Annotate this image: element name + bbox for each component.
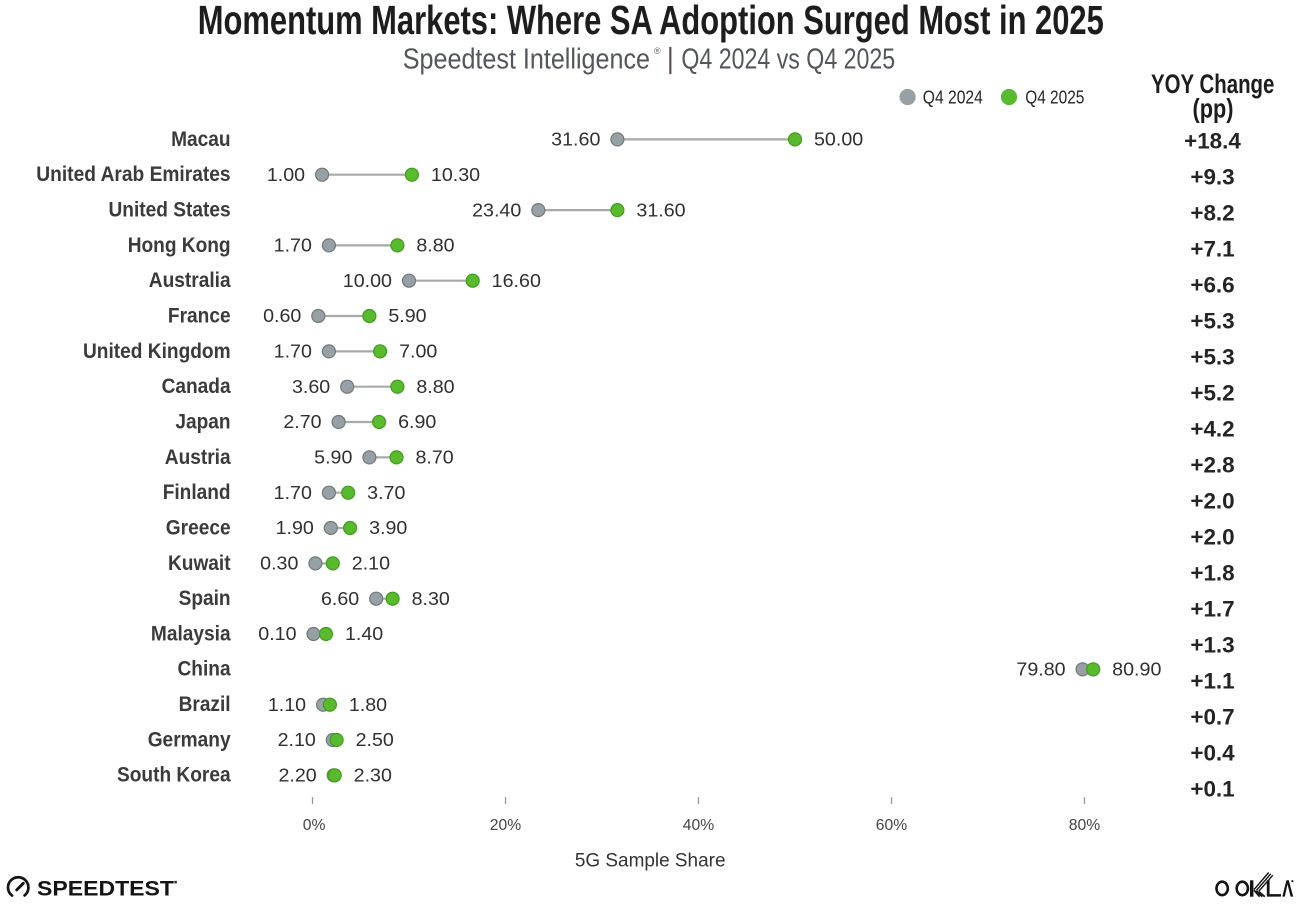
svg-text:Australia: Australia [149,269,231,292]
svg-text:Spain: Spain [179,587,231,610]
svg-text:6.90: 6.90 [398,412,436,432]
svg-text:Finland: Finland [163,481,231,504]
svg-text:+1.3: +1.3 [1190,633,1234,658]
svg-text:Germany: Germany [148,728,231,751]
svg-text:+9.3: +9.3 [1190,165,1234,190]
svg-text:+5.3: +5.3 [1190,309,1234,334]
svg-text:40%: 40% [683,817,714,834]
svg-text:2.10: 2.10 [278,730,316,750]
svg-text:United States: United States [109,199,231,222]
svg-text:France: France [168,304,231,327]
svg-text:Q4 2024: Q4 2024 [923,86,983,107]
svg-text:8.80: 8.80 [416,236,454,256]
svg-text:0.30: 0.30 [260,554,298,574]
svg-text:+2.0: +2.0 [1190,525,1234,550]
svg-text:7.00: 7.00 [399,342,437,362]
svg-text:+4.2: +4.2 [1190,417,1234,442]
svg-text:+0.4: +0.4 [1190,741,1235,766]
svg-text:(pp): (pp) [1193,93,1234,123]
svg-text:South Korea: South Korea [117,764,231,787]
svg-text:Canada: Canada [162,375,231,398]
svg-text:1.10: 1.10 [268,695,306,715]
svg-text:Hong Kong: Hong Kong [128,234,231,257]
svg-text:China: China [178,658,231,681]
svg-text:8.70: 8.70 [416,448,454,468]
svg-text:8.30: 8.30 [412,589,450,609]
svg-text:31.60: 31.60 [551,130,600,150]
svg-text:1.70: 1.70 [274,483,312,503]
svg-text:3.70: 3.70 [367,483,405,503]
svg-text:8.80: 8.80 [416,377,454,397]
svg-text:United Kingdom: United Kingdom [83,340,231,363]
svg-text:Kuwait: Kuwait [168,552,231,575]
svg-text:®: ® [654,46,661,57]
svg-text:0%: 0% [303,817,326,834]
svg-text:YOY Change: YOY Change [1151,69,1274,99]
svg-text:United Arab Emirates: United Arab Emirates [36,163,230,186]
svg-text:1.70: 1.70 [274,342,312,362]
svg-text:80.90: 80.90 [1112,660,1161,680]
svg-text:+0.1: +0.1 [1190,777,1234,802]
svg-text:50.00: 50.00 [814,130,863,150]
svg-text:60%: 60% [876,817,907,834]
svg-text:2.30: 2.30 [354,766,392,786]
svg-text:Macau: Macau [171,128,231,151]
svg-text:2.50: 2.50 [356,730,394,750]
svg-text:Q4 2024 vs Q4 2025: Q4 2024 vs Q4 2025 [681,44,895,76]
svg-text:1.40: 1.40 [345,624,383,644]
svg-text:6.60: 6.60 [321,589,359,609]
svg-text:+1.8: +1.8 [1190,561,1234,586]
svg-text:2.70: 2.70 [283,412,321,432]
svg-text:+5.3: +5.3 [1190,345,1234,370]
svg-text:2.20: 2.20 [279,766,317,786]
svg-text:1.90: 1.90 [276,518,314,538]
svg-text:Austria: Austria [165,446,231,469]
svg-text:Brazil: Brazil [179,693,231,716]
svg-text:5G Sample Share: 5G Sample Share [575,850,726,872]
svg-text:23.40: 23.40 [472,200,521,220]
svg-text:+5.2: +5.2 [1190,381,1234,406]
svg-text:31.60: 31.60 [636,200,685,220]
svg-text:+2.0: +2.0 [1190,489,1234,514]
svg-text:0.10: 0.10 [258,624,296,644]
svg-text:1.00: 1.00 [267,165,305,185]
svg-text:Greece: Greece [166,516,231,539]
svg-text:20%: 20% [490,817,521,834]
svg-text:Malaysia: Malaysia [151,622,231,645]
svg-text:1.70: 1.70 [274,236,312,256]
svg-text:10.00: 10.00 [343,271,392,291]
svg-text:Japan: Japan [175,410,230,433]
svg-text:SPEEDTEST: SPEEDTEST [37,877,174,900]
svg-text:Q4 2025: Q4 2025 [1025,86,1084,107]
svg-text:+18.4: +18.4 [1184,129,1242,154]
svg-text:5.90: 5.90 [388,306,426,326]
svg-text:Speedtest Intelligence: Speedtest Intelligence [403,44,650,76]
svg-text:3.90: 3.90 [369,518,407,538]
svg-text:+1.1: +1.1 [1190,669,1234,694]
svg-text:10.30: 10.30 [431,165,480,185]
svg-text:+1.7: +1.7 [1190,597,1234,622]
svg-text:3.60: 3.60 [292,377,330,397]
svg-text:+7.1: +7.1 [1190,237,1234,262]
svg-text:+0.7: +0.7 [1190,705,1234,730]
svg-text:79.80: 79.80 [1016,660,1065,680]
svg-text:+2.8: +2.8 [1190,453,1234,478]
svg-text:0.60: 0.60 [263,306,301,326]
svg-text:1.80: 1.80 [349,695,387,715]
svg-text:Momentum Markets: Where SA Ado: Momentum Markets: Where SA Adoption Surg… [198,0,1104,43]
svg-text:2.10: 2.10 [352,554,390,574]
svg-text:16.60: 16.60 [492,271,541,291]
svg-text:5.90: 5.90 [314,448,352,468]
svg-text:80%: 80% [1069,817,1100,834]
svg-text:+6.6: +6.6 [1190,273,1234,298]
svg-text:+8.2: +8.2 [1190,201,1234,226]
